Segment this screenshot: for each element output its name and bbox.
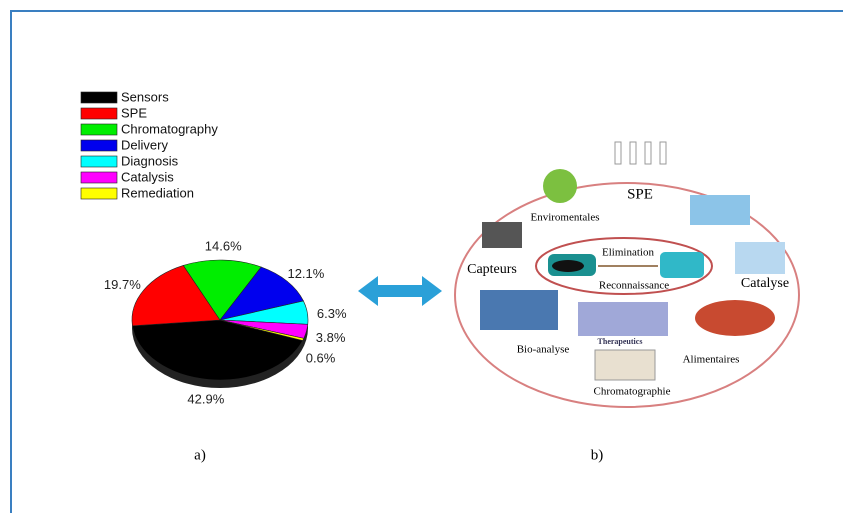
legend: SensorsSPEChromatographyDeliveryDiagnosi… bbox=[80, 89, 218, 200]
icon bbox=[695, 300, 775, 336]
syringes-icon bbox=[614, 141, 667, 165]
legend-swatch bbox=[80, 107, 118, 120]
icon bbox=[482, 222, 522, 248]
legend-swatch bbox=[80, 155, 118, 168]
legend-label: Remediation bbox=[121, 185, 194, 200]
application-diagram: SPE Enviromentales Capteurs Elimination … bbox=[454, 141, 800, 408]
legend-label: Diagnosis bbox=[121, 153, 179, 168]
data-label: 14.6% bbox=[205, 239, 242, 254]
inner-ellipse bbox=[535, 237, 713, 295]
icon bbox=[552, 260, 584, 272]
data-label: 42.9% bbox=[187, 392, 224, 407]
icon bbox=[578, 302, 668, 336]
pie-slice bbox=[219, 319, 305, 341]
diagram-label: Elimination bbox=[602, 247, 654, 259]
data-label: 19.7% bbox=[104, 277, 141, 292]
diagram-label: Therapeutics bbox=[598, 337, 643, 346]
pie-slice bbox=[219, 266, 304, 321]
diagram-label: Bio-analyse bbox=[517, 344, 570, 356]
pie-slice bbox=[182, 259, 262, 321]
diagram-label: Alimentaires bbox=[683, 354, 740, 366]
diagram-label: SPE bbox=[627, 186, 653, 202]
data-label: 6.3% bbox=[317, 306, 347, 321]
diagram-label: Capteurs bbox=[467, 262, 517, 277]
data-label: 12.1% bbox=[287, 266, 324, 281]
data-label: 0.6% bbox=[306, 350, 336, 365]
icon bbox=[660, 252, 704, 278]
legend-swatch bbox=[80, 187, 118, 200]
caption: b) bbox=[591, 447, 604, 463]
legend-swatch bbox=[80, 139, 118, 152]
diagram-label: Chromatographie bbox=[594, 386, 671, 398]
icon bbox=[690, 195, 750, 225]
frame bbox=[10, 10, 843, 513]
legend-label: Catalysis bbox=[121, 169, 174, 184]
pie-slice bbox=[131, 265, 221, 327]
icon bbox=[543, 169, 577, 203]
legend-label: Chromatography bbox=[121, 121, 218, 136]
double-arrow bbox=[358, 276, 442, 306]
outer-ellipse bbox=[454, 182, 800, 408]
legend-swatch bbox=[80, 171, 118, 184]
diagram-label: Reconnaissance bbox=[599, 280, 669, 292]
legend-label: SPE bbox=[121, 105, 147, 120]
caption: a) bbox=[194, 447, 206, 463]
icon bbox=[594, 349, 656, 381]
pie-chart: 42.9% 19.7% 14.6% 12.1% 6.3% 3.8% 0.6% bbox=[104, 239, 347, 407]
icon bbox=[480, 290, 558, 330]
diagram-label: Catalyse bbox=[741, 276, 789, 291]
legend-swatch bbox=[80, 91, 118, 104]
diagram-label: Enviromentales bbox=[530, 212, 599, 224]
legend-swatch bbox=[80, 123, 118, 136]
pie-slice bbox=[132, 319, 304, 381]
legend-label: Delivery bbox=[121, 137, 168, 152]
data-label: 3.8% bbox=[316, 330, 346, 345]
legend-label: Sensors bbox=[121, 89, 169, 104]
icon bbox=[735, 242, 785, 274]
